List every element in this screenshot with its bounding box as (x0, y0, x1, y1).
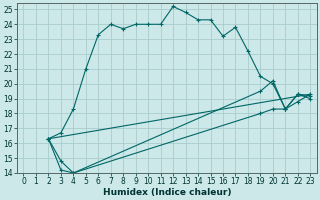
X-axis label: Humidex (Indice chaleur): Humidex (Indice chaleur) (103, 188, 231, 197)
